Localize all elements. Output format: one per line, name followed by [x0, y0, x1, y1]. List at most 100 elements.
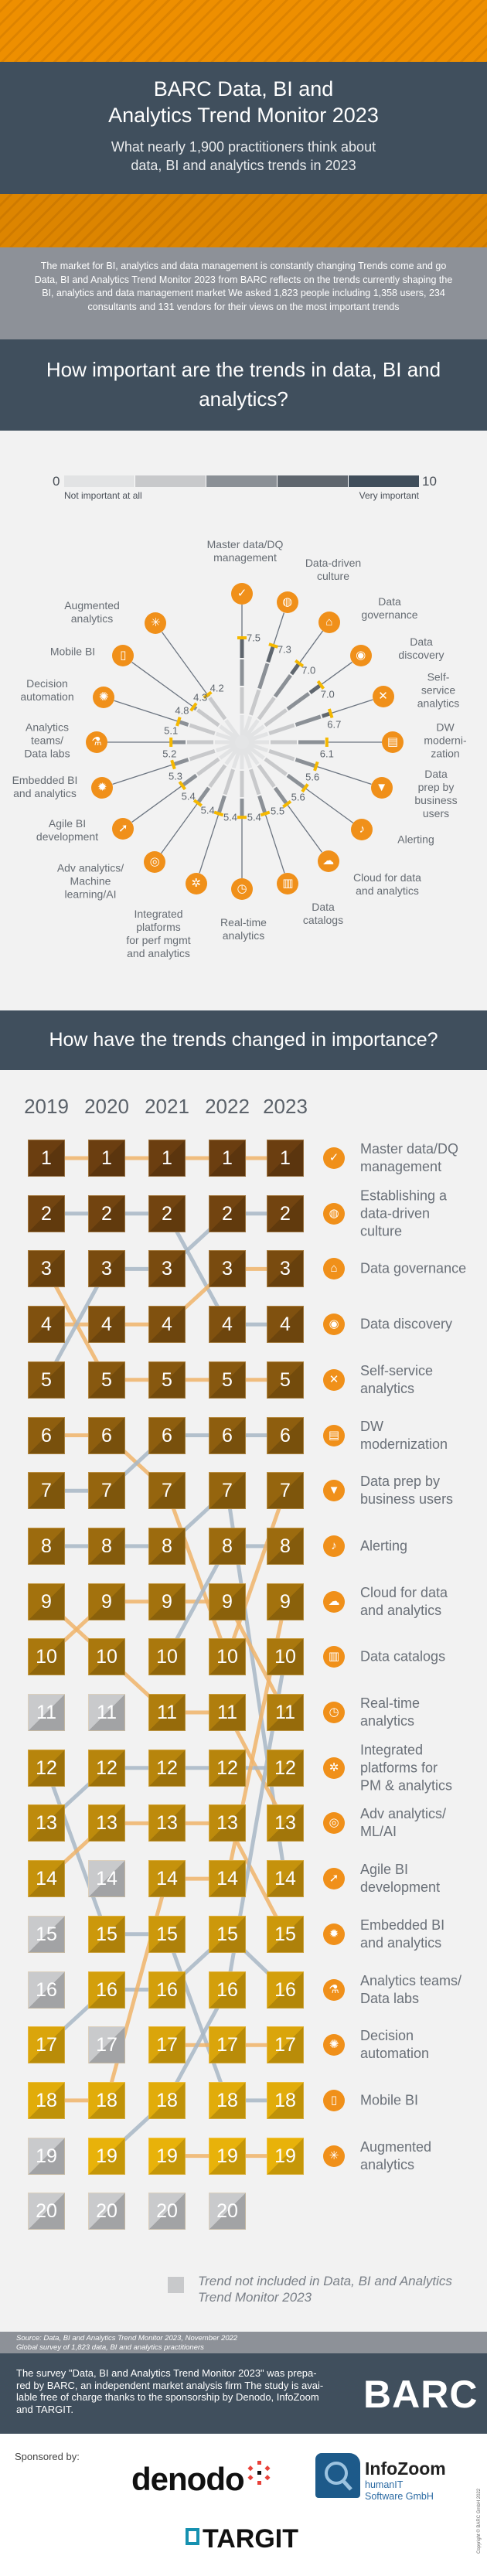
spoke-bar-segment [308, 683, 322, 694]
catalog-book-icon: ▥ [277, 872, 299, 894]
rank-box: 18 [267, 2081, 304, 2119]
spoke-leader-line [272, 612, 285, 646]
rank-box: 12 [209, 1749, 246, 1787]
rank-links [44, 1156, 288, 2159]
rank-box-not-included: 11 [88, 1694, 125, 1731]
trend-label-2023: Master data/DQ management [360, 1141, 459, 1174]
rank-box: 12 [28, 1749, 65, 1787]
rank-box: 2 [209, 1194, 246, 1232]
running-person-icon: ➚ [323, 1868, 345, 1890]
not-included-swatch [168, 2277, 184, 2293]
trend-label-2023: Self-service analytics [360, 1362, 434, 1396]
rank-box: 15 [209, 1915, 246, 1953]
infozoom-logo[interactable]: InfoZoom [365, 2458, 446, 2479]
rank-box: 5 [88, 1361, 125, 1399]
rank-box-not-included: 20 [28, 2193, 65, 2230]
year-header: 2022 [205, 1095, 250, 1118]
bank-building-icon: ⌂ [323, 1258, 345, 1280]
rank-box: 2 [88, 1194, 125, 1232]
rank-box-not-included: 16 [28, 1971, 65, 2009]
section2-banner [0, 1010, 487, 1070]
rank-box: 13 [209, 1804, 246, 1842]
rank-box: 7 [148, 1472, 186, 1510]
network-nodes-icon: ✲ [185, 872, 207, 894]
infozoom-subtitle: humanIT Software GmbH [365, 2479, 434, 2502]
rank-box: 3 [88, 1250, 125, 1288]
radial-hub [235, 735, 249, 749]
spoke-leader-line [131, 662, 194, 708]
section2-heading: How have the trends changed in importanc… [49, 1029, 438, 1051]
trend-label-2023: Data prep by business users [360, 1474, 454, 1508]
rank-box: 4 [148, 1306, 186, 1344]
alert-bell-icon: ♪ [323, 1535, 345, 1557]
rank-box: 1 [28, 1140, 65, 1177]
rank-box-not-included: 19 [28, 2137, 65, 2175]
head-brain-icon: ✳ [145, 612, 167, 635]
spoke-bar-segment [264, 708, 288, 727]
value-tick [313, 761, 319, 772]
rank-box: 6 [148, 1416, 186, 1454]
rank-box: 14 [209, 1860, 246, 1898]
trend-label: Mobile BI [49, 645, 96, 658]
rank-box: 2 [267, 1194, 304, 1232]
value-label: 5.5 [271, 805, 285, 817]
section1-heading: How important are the trends in data, BI… [46, 358, 441, 411]
value-tick [178, 781, 186, 791]
rank-box-not-included: 17 [88, 2026, 125, 2064]
rank-box: 1 [148, 1140, 186, 1177]
rank-link [225, 1490, 288, 1658]
trend-label-2023: Decision automation [360, 2028, 430, 2062]
page-subtitle: What nearly 1,900 practitioners think ab… [111, 139, 376, 173]
value-label: 5.4 [200, 804, 215, 816]
spoke [237, 605, 247, 741]
gear-chart-icon: ✹ [91, 776, 114, 799]
legend-min-label: Not important at all [64, 490, 142, 501]
spoke-leader-line [315, 765, 372, 785]
spoke-leader-line [330, 699, 373, 714]
spoke-leader-line [264, 813, 285, 874]
value-tick [189, 702, 198, 712]
value-tick [316, 680, 325, 690]
section1-banner [0, 339, 487, 431]
funnel-docs-icon: ▼ [323, 1480, 345, 1502]
rank-box: 7 [267, 1472, 304, 1510]
value-tick [301, 783, 309, 793]
trend-label: Embedded BI and analytics [12, 774, 78, 799]
year-header: 2023 [263, 1095, 308, 1118]
rank-box: 10 [28, 1638, 65, 1676]
spoke-bar-segment [196, 757, 220, 776]
denodo-logo[interactable]: denodo [131, 2461, 245, 2497]
rank-box: 5 [209, 1361, 246, 1399]
rank-box: 13 [88, 1804, 125, 1842]
rank-box: 3 [267, 1250, 304, 1288]
spoke-bar-segment [295, 758, 316, 768]
head-tools-icon: ✕ [323, 1368, 345, 1391]
cloud-gear-icon: ☁ [317, 850, 339, 872]
legend-segment [135, 475, 206, 487]
spoke-leader-line [162, 632, 209, 696]
spoke-bar-segment [273, 673, 292, 698]
rank-box: 3 [28, 1250, 65, 1288]
infozoom-logo-mark[interactable] [315, 2453, 360, 2498]
spoke [240, 742, 285, 874]
rank-box-not-included: 20 [148, 2193, 186, 2230]
spoke-bar-segment [286, 692, 311, 711]
spoke-bar-segment [208, 697, 227, 721]
rank-box: 6 [209, 1416, 246, 1454]
catalog-book-icon: ▥ [323, 1646, 345, 1668]
rank-box: 18 [28, 2081, 65, 2119]
value-tick [192, 799, 203, 807]
rank-box: 19 [267, 2137, 304, 2175]
magnifier-icon [325, 2462, 352, 2491]
rank-box: 9 [88, 1583, 125, 1620]
divider-stripes [0, 194, 487, 247]
trend-label: Agile BI development [36, 817, 99, 843]
legend-segment [278, 475, 349, 487]
spoke-bar-segment [264, 757, 288, 776]
value-tick [268, 642, 278, 649]
targit-logo[interactable]: TARGIT [203, 2524, 299, 2554]
value-tick [175, 716, 182, 727]
trend-label-2023: Data governance [360, 1260, 467, 1276]
head-tools-icon: ✕ [372, 685, 394, 707]
spoke-bar-segment [286, 773, 306, 789]
